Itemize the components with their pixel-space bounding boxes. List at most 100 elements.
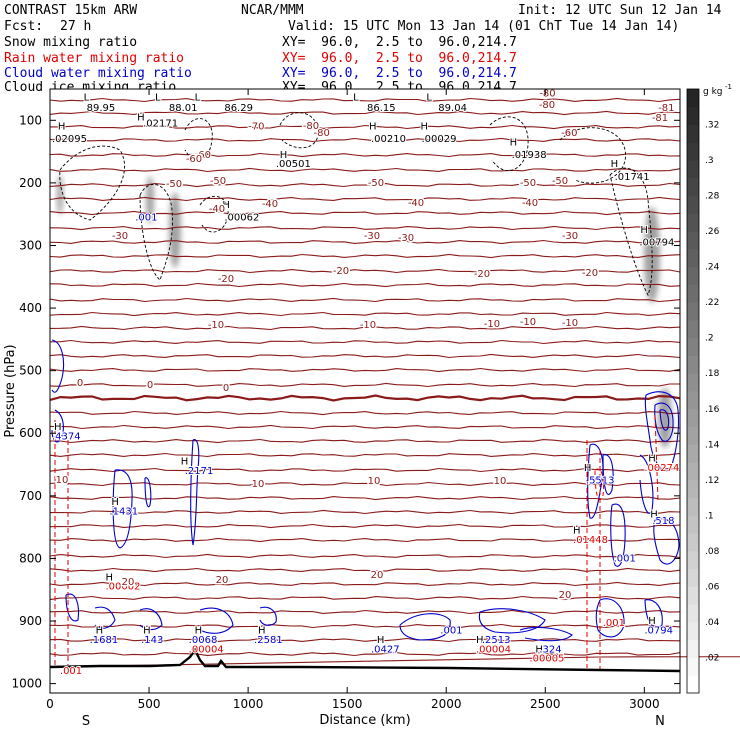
model-title: CONTRAST 15km ARW: [4, 3, 138, 18]
isotherm-line: [49, 297, 681, 303]
colorbar-tick-label: .32: [705, 121, 719, 131]
x-axis-title: Distance (km): [319, 713, 410, 728]
isotherm-label: 10: [494, 476, 507, 487]
colorbar-step: [687, 319, 699, 339]
isotherm-label: -30: [364, 231, 380, 242]
isotherm-label: -20: [218, 274, 234, 285]
cloud-water-contour: [399, 613, 451, 641]
cloud-water-contour: [259, 606, 277, 626]
y-tick-label: 500: [19, 364, 42, 378]
rain-water-contours: [54, 414, 659, 670]
contour-annotation: .00274: [644, 463, 679, 474]
cloud-ice-contour: [184, 118, 213, 161]
isotherm-line: [49, 325, 681, 331]
contour-annotation: .02095: [52, 134, 87, 145]
colorbar: .02 .04 .06 .08 .1 .12 .14 .16 .18 .2 .22 .24 .26 .28…: [686, 88, 720, 694]
isotherm-label: -20: [474, 269, 490, 280]
isotherm-label: -30: [112, 231, 128, 242]
temperature-contours: [49, 97, 740, 668]
colorbar-step: [687, 106, 699, 126]
contour-annotation: H: [54, 422, 62, 433]
colorbar-step: [687, 675, 699, 694]
colorbar-tick-label: .18: [705, 369, 720, 379]
contour-annotation: .2581: [254, 635, 283, 646]
contour-annotation: .001: [135, 212, 157, 223]
y-tick-label: 900: [19, 614, 42, 628]
colorbar-step: [687, 89, 699, 108]
plot-frame: [49, 88, 681, 694]
contour-annotation: .00029: [421, 134, 456, 145]
colorbar-tick-label: .14: [705, 440, 720, 450]
contour-annotation: .00501: [276, 159, 311, 170]
isotherm-line: [49, 509, 681, 515]
contour-annotation: -80: [313, 128, 329, 139]
colorbar-step: [687, 497, 699, 516]
cloud-water-contour: [112, 469, 133, 549]
contour-annotation: 86.29: [224, 103, 253, 114]
isotherm-label: -80: [539, 100, 555, 111]
cloud-water-contour: [659, 409, 670, 431]
colorbar-step: [687, 657, 699, 676]
x-tick-label: 2500: [530, 697, 561, 711]
contour-annotation: H: [420, 122, 428, 133]
plot-area: [50, 89, 680, 693]
contour-annotation: .01938: [512, 150, 547, 161]
contour-annotation: .0794: [644, 626, 673, 637]
isotherm-line: [49, 495, 681, 501]
cloud-water-contour: [65, 593, 80, 622]
terrain-profile: [49, 647, 681, 673]
x-tick-label: 2000: [431, 697, 462, 711]
field-cloudwater-label: Cloud water mixing ratio: [4, 66, 192, 81]
colorbar-step: [687, 550, 699, 570]
contour-annotation: H: [510, 137, 518, 148]
colorbar-step: [687, 408, 699, 428]
contour-annotation: .4374: [52, 432, 81, 443]
isotherm-line: [49, 467, 681, 473]
contour-annotation: .01741: [615, 172, 650, 183]
isotherm-label: -50: [210, 176, 226, 187]
isotherm-label: -40: [408, 198, 424, 209]
contour-annotation: .324: [539, 644, 561, 655]
cloud-water-contour: [602, 454, 614, 495]
isotherm-line: [49, 196, 681, 202]
isotherm-label: -60: [186, 154, 202, 165]
cloud-water-contour: [644, 391, 680, 472]
temperature-labels: -80 -50 -50 -50 -50 -50 -40 -40 -40 -40 -30 -30 -30 -…: [54, 99, 670, 603]
contour-annotation: 86.15: [367, 103, 396, 114]
cloud-water-contour: [653, 518, 680, 565]
contour-annotation: .00004: [189, 644, 224, 655]
isotherm-label: -40: [209, 204, 225, 215]
isotherm-label: -20: [582, 268, 598, 279]
colorbar-step: [687, 462, 699, 481]
contour-annotation: .001: [440, 626, 462, 637]
cloud-water-contours: [51, 339, 680, 642]
field-cloudwater-xy: XY= 96.0, 2.5 to 96.0,214.7: [282, 66, 517, 81]
isotherm-line: [49, 537, 681, 543]
isotherm-label: -50: [552, 176, 568, 187]
contour-annotation: H: [105, 572, 113, 583]
contour-annotation: H: [535, 644, 543, 655]
snow-shade-patch: [146, 176, 154, 224]
isotherm-line: [49, 481, 681, 487]
x-tick-label: 1000: [233, 697, 264, 711]
colorbar-step: [687, 639, 699, 658]
colorbar-step: [687, 284, 699, 303]
cloud-ice-contour: [59, 145, 126, 221]
colorbar-tick-label: .02: [705, 653, 719, 663]
isotherm-line: [49, 637, 681, 643]
isotherm-line: [49, 382, 680, 388]
field-rain-xy: XY= 96.0, 2.5 to 96.0,214.7: [282, 51, 517, 66]
snow-shading: [57, 175, 672, 448]
isotherm-line: [49, 452, 681, 458]
forecast-hour: 27 h: [60, 19, 92, 34]
colorbar-step: [687, 515, 699, 534]
x-tick-label: 0: [46, 697, 54, 711]
isotherm-line: [49, 567, 681, 573]
contour-annotation: -81: [658, 103, 674, 114]
isotherm-label: 0: [77, 378, 83, 389]
contour-annotation: H: [258, 626, 266, 637]
isotherm-label: 20: [216, 575, 229, 586]
colorbar-tick-label: .22: [705, 298, 719, 308]
contour-annotation: 88.01: [169, 103, 198, 114]
cloud-water-contour: [587, 443, 604, 519]
